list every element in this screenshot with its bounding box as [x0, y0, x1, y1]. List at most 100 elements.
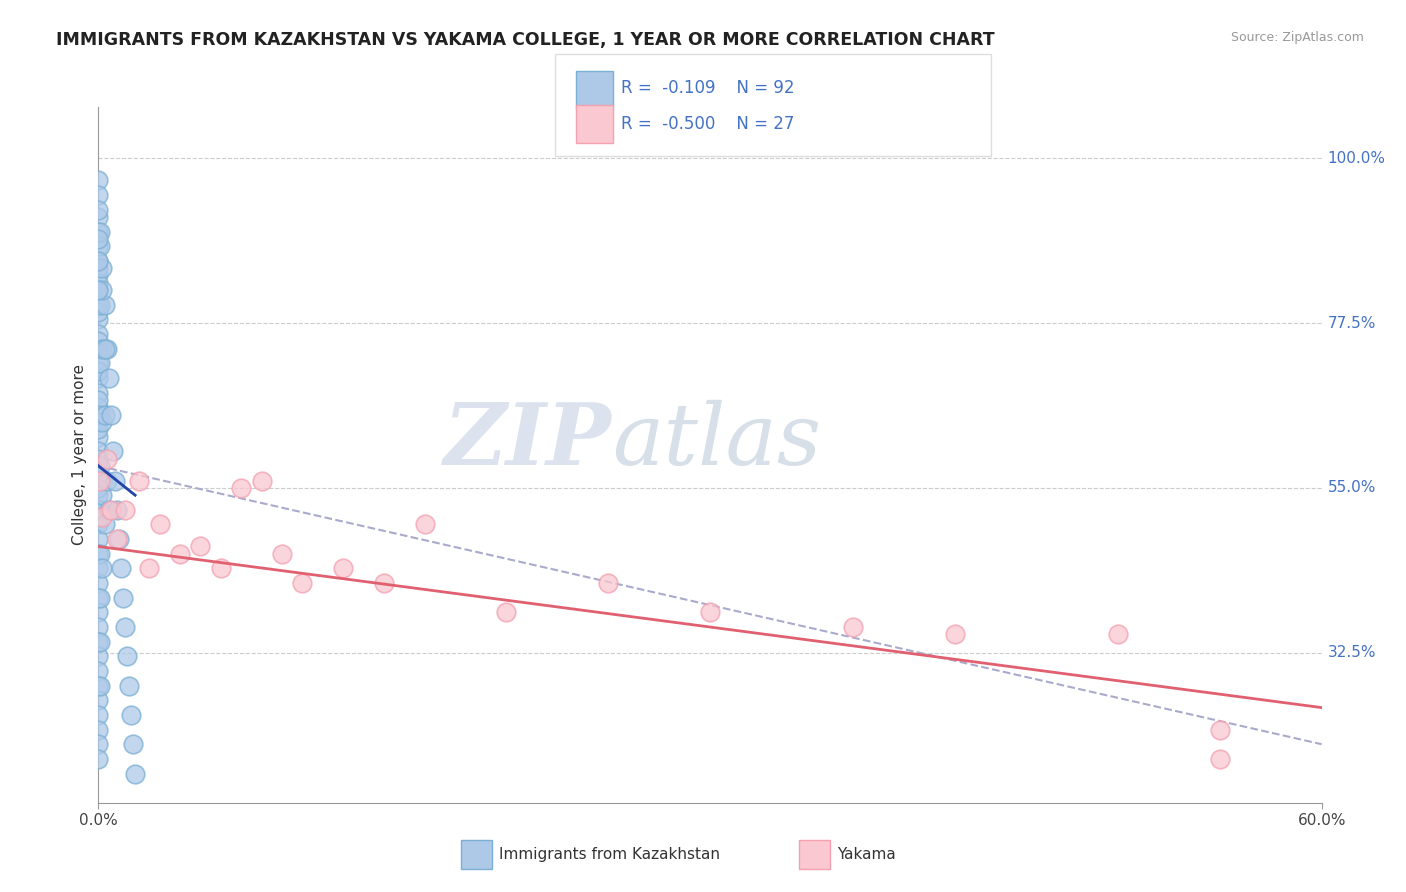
Text: Source: ZipAtlas.com: Source: ZipAtlas.com — [1230, 31, 1364, 45]
Point — [87, 253, 110, 268]
Point — [87, 576, 110, 591]
Point — [413, 517, 436, 532]
Point — [87, 707, 110, 722]
Point — [270, 547, 294, 561]
Text: R =  -0.500    N = 27: R = -0.500 N = 27 — [621, 115, 794, 133]
Point — [122, 737, 145, 751]
Point — [118, 679, 141, 693]
Text: 55.0%: 55.0% — [1327, 481, 1376, 495]
Point — [87, 276, 110, 290]
Point — [169, 547, 191, 561]
Point — [87, 239, 110, 253]
Point — [89, 356, 111, 370]
Point — [115, 649, 138, 664]
Point — [943, 627, 966, 641]
Point — [87, 737, 110, 751]
Text: ZIP: ZIP — [444, 400, 612, 483]
Point — [124, 766, 146, 780]
Point — [188, 540, 212, 554]
Point — [87, 488, 110, 502]
Point — [108, 532, 131, 546]
Point — [100, 408, 122, 422]
Point — [91, 510, 114, 524]
Point — [93, 408, 115, 422]
Point — [87, 561, 110, 575]
Point — [1208, 752, 1232, 766]
Point — [209, 561, 232, 575]
Point — [87, 401, 110, 415]
Point — [89, 634, 111, 648]
Point — [91, 342, 114, 356]
Point — [87, 225, 110, 239]
Point — [87, 268, 110, 283]
Point — [89, 239, 111, 253]
Point — [87, 429, 110, 443]
Point — [87, 591, 110, 605]
Point — [332, 561, 354, 575]
Point — [110, 561, 132, 575]
Point — [87, 327, 110, 342]
Y-axis label: College, 1 year or more: College, 1 year or more — [72, 365, 87, 545]
Text: 77.5%: 77.5% — [1327, 316, 1376, 331]
Point — [89, 225, 111, 239]
Point — [596, 576, 619, 591]
Point — [87, 392, 110, 407]
Point — [87, 503, 110, 517]
Point — [89, 474, 111, 488]
Point — [1208, 723, 1232, 737]
Point — [87, 253, 110, 268]
Point — [89, 503, 111, 517]
Point — [105, 503, 128, 517]
Point — [100, 503, 122, 517]
Text: Immigrants from Kazakhstan: Immigrants from Kazakhstan — [499, 847, 720, 862]
Point — [87, 474, 110, 488]
Point — [128, 474, 150, 488]
Point — [91, 488, 114, 502]
Point — [87, 364, 110, 378]
Text: atlas: atlas — [612, 400, 821, 483]
Point — [231, 481, 253, 495]
Point — [96, 474, 118, 488]
Point — [89, 408, 111, 422]
Point — [87, 342, 110, 356]
Point — [87, 202, 110, 217]
Point — [87, 634, 110, 648]
Point — [841, 620, 863, 634]
Point — [91, 561, 114, 575]
Point — [89, 298, 111, 312]
Point — [91, 261, 114, 276]
Point — [111, 591, 134, 605]
Point — [93, 298, 115, 312]
Point — [87, 517, 110, 532]
Point — [87, 356, 110, 370]
Point — [87, 679, 110, 693]
Point — [87, 415, 110, 429]
Point — [87, 649, 110, 664]
Point — [87, 261, 110, 276]
Text: R =  -0.109    N = 92: R = -0.109 N = 92 — [621, 79, 794, 97]
Point — [89, 547, 111, 561]
Point — [91, 283, 114, 297]
Point — [138, 561, 160, 575]
Point — [101, 444, 124, 458]
Point — [91, 415, 114, 429]
Point — [699, 606, 721, 620]
Point — [87, 693, 110, 707]
Point — [87, 620, 110, 634]
Point — [87, 752, 110, 766]
Point — [87, 547, 110, 561]
Point — [291, 576, 314, 591]
Point — [120, 707, 142, 722]
Point — [495, 606, 517, 620]
Point — [87, 664, 110, 678]
Point — [87, 458, 110, 473]
Text: Yakama: Yakama — [837, 847, 896, 862]
Point — [87, 283, 110, 297]
Point — [105, 532, 128, 546]
Point — [87, 371, 110, 385]
Point — [97, 371, 120, 385]
Point — [87, 334, 110, 349]
Point — [87, 723, 110, 737]
Point — [1107, 627, 1129, 641]
Point — [87, 312, 110, 326]
